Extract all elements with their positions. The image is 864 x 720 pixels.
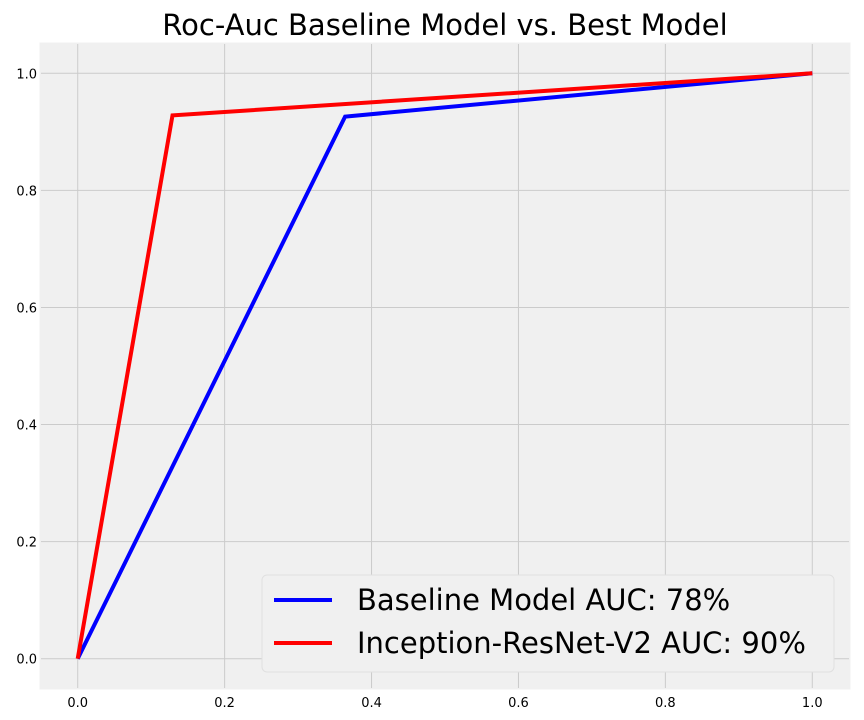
x-tick-label: 0.4	[361, 696, 382, 711]
legend-box	[261, 574, 835, 673]
x-tick-label: 0.0	[67, 696, 88, 711]
x-tick-label: 0.6	[508, 696, 529, 711]
x-tick-label: 1.0	[802, 696, 823, 711]
axes-frame	[39, 42, 851, 690]
legend-label: Inception-ResNet-V2 AUC: 90%	[357, 626, 806, 660]
y-tick-label: 0.4	[16, 419, 37, 434]
y-tick-label: 1.0	[16, 67, 37, 82]
series-lines	[75, 71, 813, 660]
y-tick-label: 0.6	[16, 301, 37, 316]
legend: Baseline Model AUC: 78% Inception-ResNet-…	[261, 574, 835, 673]
x-tick-label: 0.8	[655, 696, 676, 711]
y-tick-label: 0.8	[16, 184, 37, 199]
tick-labels: 0.0 0.2 0.4 0.6 0.8 1.0 0.0 0.2 0.4 0.6 0.8 1.0	[16, 67, 822, 711]
chart-title: Roc-Auc Baseline Model vs. Best Model	[162, 8, 728, 42]
legend-label: Baseline Model AUC: 78%	[357, 583, 730, 617]
series-line-1	[75, 71, 813, 660]
y-tick-label: 0.2	[16, 536, 37, 551]
y-tick-label: 0.0	[16, 653, 37, 668]
x-tick-label: 0.2	[214, 696, 235, 711]
series-line-0	[75, 71, 813, 660]
